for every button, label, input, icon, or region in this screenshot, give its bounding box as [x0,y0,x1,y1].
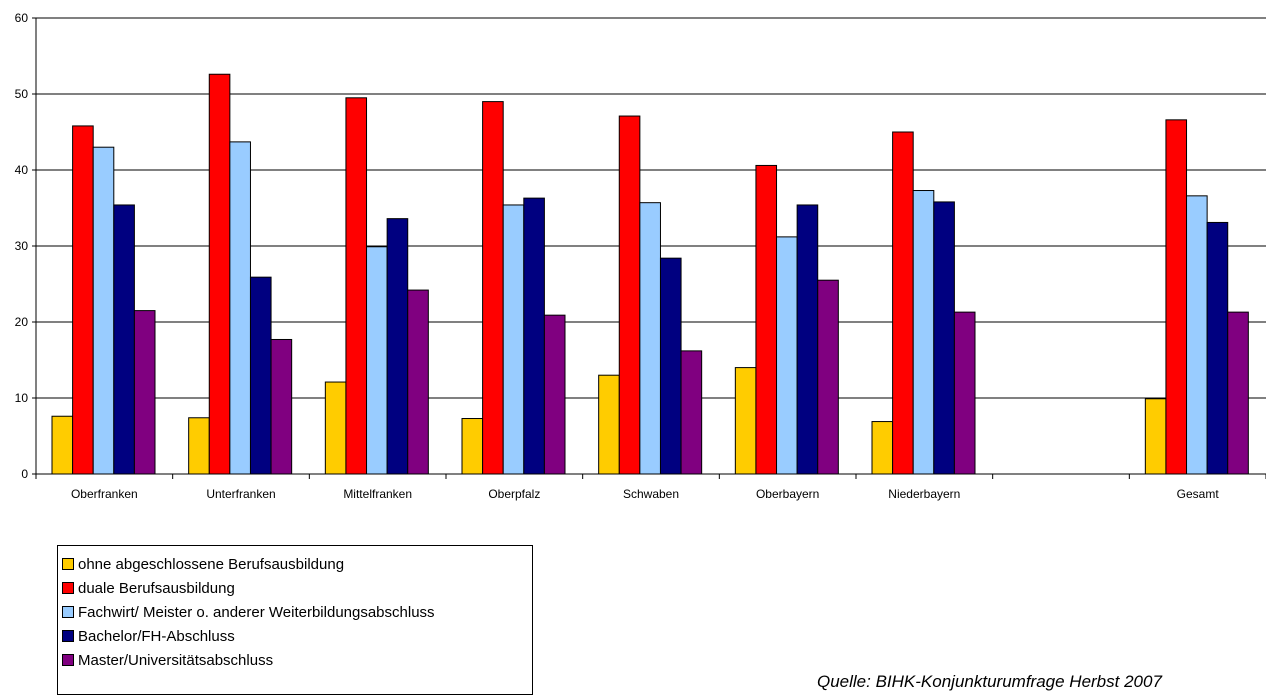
x-category-label: Oberfranken [71,487,138,501]
bar-schwaben-series-3 [659,257,682,475]
x-category-label: Gesamt [1177,487,1220,501]
legend-item: duale Berufsausbildung [62,576,532,600]
bar-unterfranken-series-0 [188,417,210,475]
bar-niederbayern-series-1 [892,131,914,475]
legend-label: Fachwirt/ Meister o. anderer Weiterbildu… [78,603,435,621]
legend-swatch [62,558,74,570]
bar-schwaben-series-0 [598,374,620,475]
legend-swatch [62,582,74,594]
legend-item: Fachwirt/ Meister o. anderer Weiterbildu… [62,600,532,624]
y-tick-label: 60 [15,11,29,25]
bar-unterfranken-series-3 [249,276,272,475]
x-category-label: Mittelfranken [343,487,412,501]
y-tick-label: 30 [15,239,29,253]
bar-oberfranken-series-3 [113,204,135,475]
bar-gesamt-series-3 [1206,221,1229,475]
bar-niederbayern-series-4 [953,311,976,475]
y-tick-label: 10 [15,391,29,405]
bar-oberpfalz-series-3 [523,197,545,475]
x-category-label: Oberbayern [756,487,819,501]
legend-item: Master/Universitätsabschluss [62,648,532,672]
bar-mittelfranken-series-3 [386,218,409,475]
bar-schwaben-series-4 [680,350,703,475]
axes [32,17,1266,479]
bar-unterfranken-series-2 [229,141,251,475]
bar-unterfranken-series-4 [270,338,293,475]
bar-mittelfranken-series-1 [345,97,368,475]
bar-mittelfranken-series-2 [366,246,388,475]
bar-oberfranken-series-0 [51,415,74,475]
bar-mittelfranken-series-0 [324,381,347,475]
bar-oberfranken-series-1 [72,125,94,475]
bar-gesamt-series-0 [1144,398,1167,475]
bar-gesamt-series-1 [1165,119,1188,475]
bars [51,73,1249,475]
x-category-label: Niederbayern [888,487,960,501]
bar-oberpfalz-series-1 [482,101,504,475]
y-tick-label: 0 [21,467,28,481]
bar-oberbayern-series-4 [817,279,839,475]
bar-niederbayern-series-0 [871,421,894,475]
bar-oberbayern-series-0 [734,367,757,475]
legend-item: Bachelor/FH-Abschluss [62,624,532,648]
bar-niederbayern-series-2 [912,190,935,475]
source-note: Quelle: BIHK-Konjunkturumfrage Herbst 20… [817,672,1162,691]
bar-schwaben-series-1 [618,115,641,475]
bar-unterfranken-series-1 [208,73,231,475]
legend: ohne abgeschlossene Berufsausbildung dual… [57,545,533,695]
legend-swatch [62,654,74,666]
legend-label: duale Berufsausbildung [78,579,235,597]
bar-niederbayern-series-3 [933,201,955,475]
bar-schwaben-series-2 [639,202,661,475]
bar-oberbayern-series-1 [755,164,778,475]
legend-label: ohne abgeschlossene Berufsausbildung [78,555,345,573]
legend-item: ohne abgeschlossene Berufsausbildung [62,552,532,576]
legend-label: Bachelor/FH-Abschluss [78,627,235,645]
y-tick-label: 40 [15,163,29,177]
x-category-label: Schwaben [623,487,679,501]
y-tick-label: 20 [15,315,29,329]
bar-mittelfranken-series-4 [407,289,429,475]
y-tick-label: 50 [15,87,29,101]
bar-oberpfalz-series-2 [502,204,525,475]
x-category-labels: Oberfranken Unterfranken Mittelfranken Ober… [71,487,1219,501]
bar-oberpfalz-series-0 [461,418,484,475]
bar-gesamt-series-2 [1186,195,1208,475]
bar-oberbayern-series-3 [796,204,819,475]
bar-oberfranken-series-2 [92,146,115,475]
x-category-label: Oberpfalz [488,487,540,501]
bar-gesamt-series-4 [1227,311,1249,475]
bar-oberpfalz-series-4 [543,314,566,475]
x-category-label: Unterfranken [206,487,275,501]
legend-label: Master/Universitätsabschluss [78,651,274,669]
bar-oberbayern-series-2 [776,236,798,475]
bar-oberfranken-series-4 [133,310,156,475]
y-tick-labels: 0 10 20 30 40 50 60 [15,11,29,481]
bar-chart: 0 10 20 30 40 50 60 Oberfranken Unterfranken Mit… [15,11,1266,501]
legend-swatch [62,606,74,618]
legend-swatch [62,630,74,642]
